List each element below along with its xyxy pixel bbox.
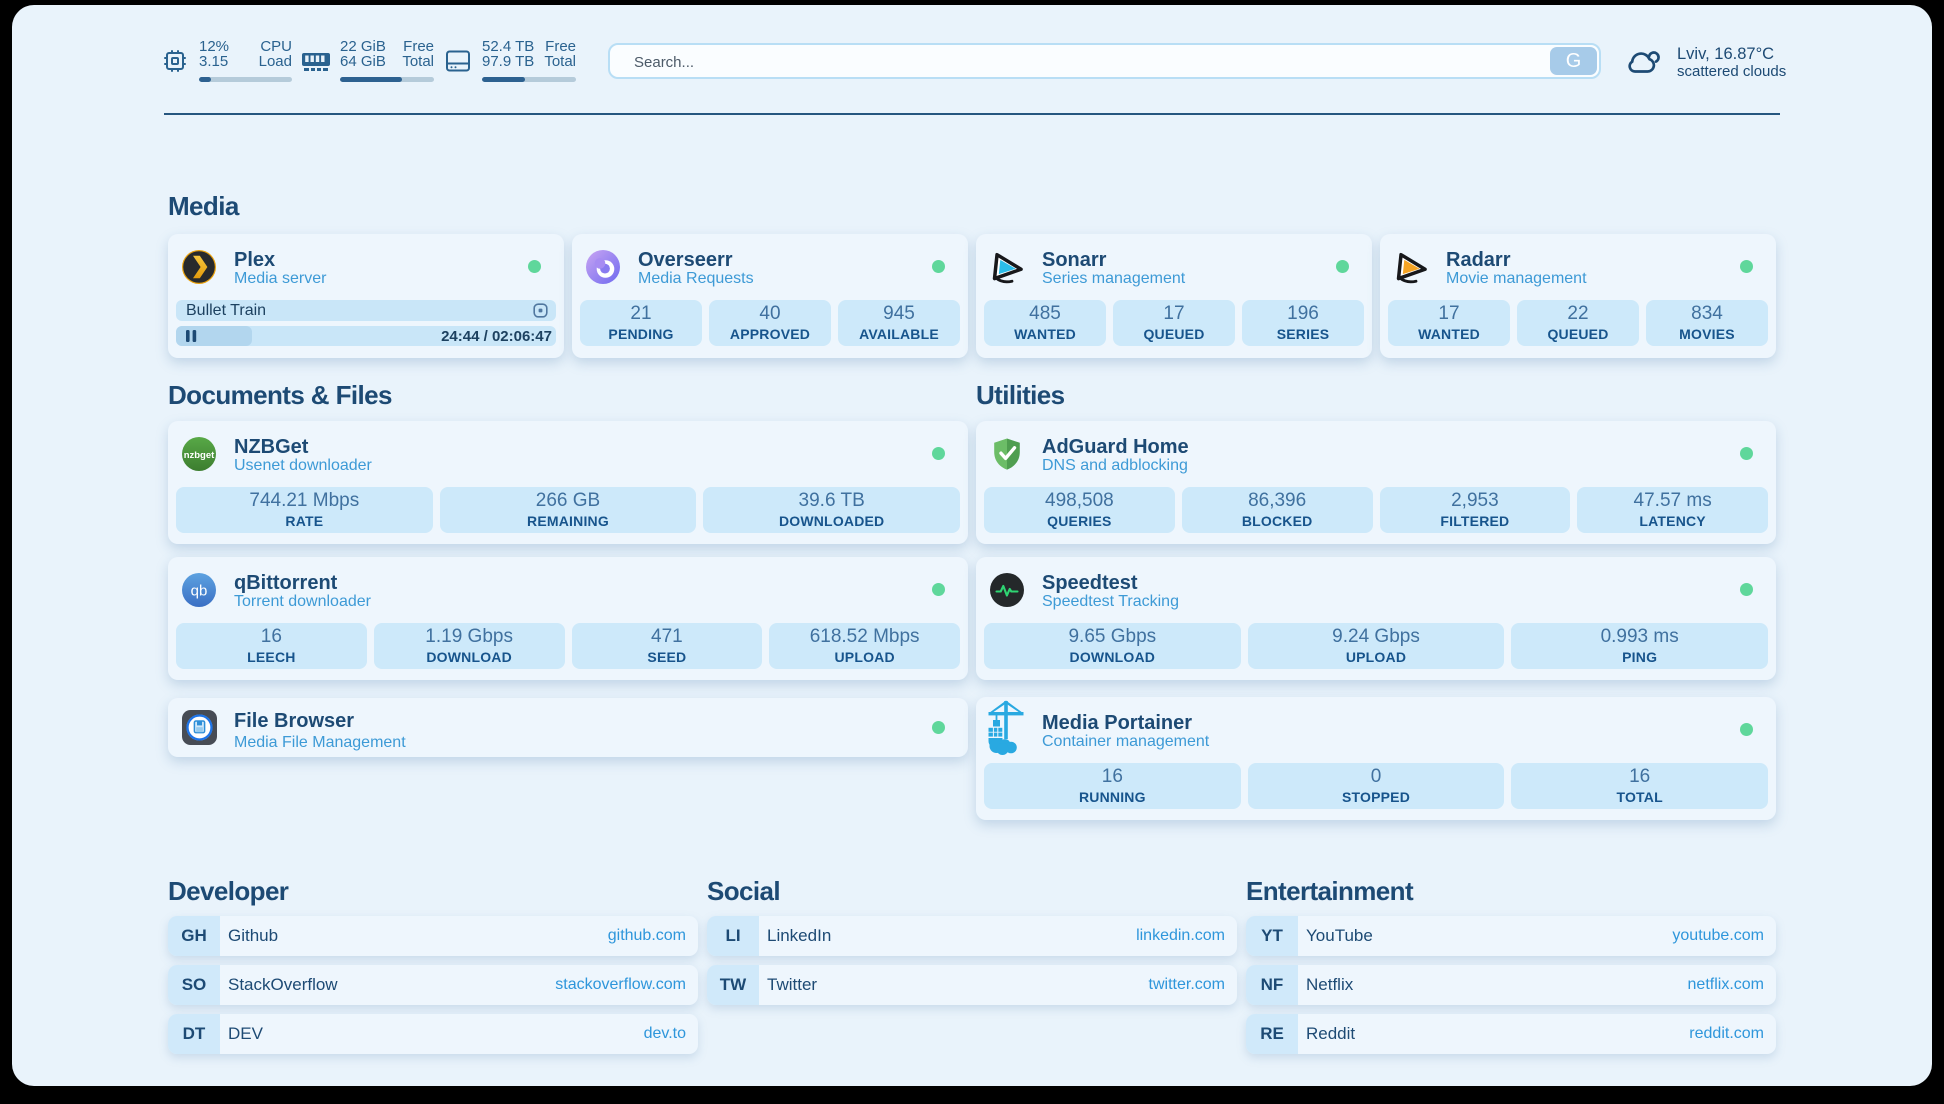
- svg-text:qb: qb: [191, 583, 208, 600]
- svg-text:nzbget: nzbget: [184, 450, 215, 461]
